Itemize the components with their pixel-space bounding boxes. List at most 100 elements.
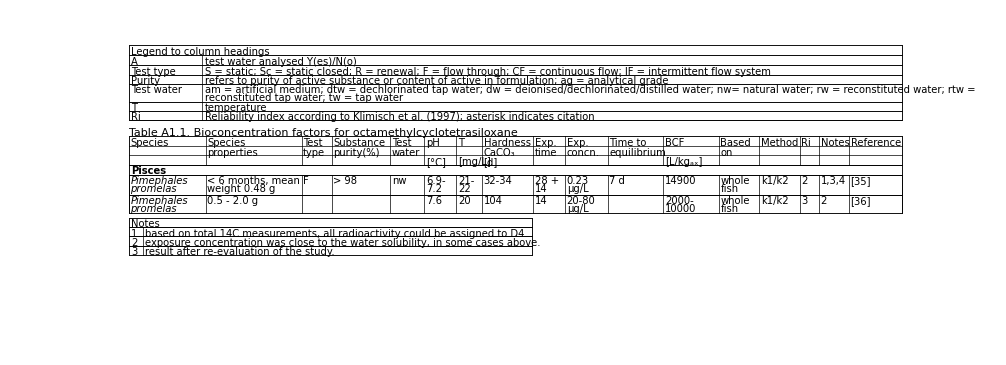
- Text: reconstituted tap water; tw = tap water: reconstituted tap water; tw = tap water: [205, 93, 403, 103]
- Text: promelas: promelas: [131, 184, 177, 193]
- Text: weight 0.48 g: weight 0.48 g: [207, 184, 276, 193]
- Bar: [129, 45, 902, 55]
- Text: Pisces: Pisces: [131, 166, 166, 176]
- Text: 7.6: 7.6: [426, 196, 442, 206]
- Text: 2: 2: [821, 196, 827, 206]
- Bar: [129, 55, 902, 65]
- Text: 7.2: 7.2: [426, 184, 442, 193]
- Text: nw: nw: [391, 176, 406, 186]
- Text: 10000: 10000: [665, 204, 696, 214]
- Text: k1/k2: k1/k2: [761, 196, 789, 206]
- Text: T: T: [131, 103, 137, 113]
- Bar: [129, 84, 902, 101]
- Text: 20-80: 20-80: [566, 196, 596, 206]
- Text: am = artificial medium; dtw = dechlorinated tap water; dw = deionised/dechlorina: am = artificial medium; dtw = dechlorina…: [205, 85, 975, 95]
- Text: test water analysed Y(es)/N(o): test water analysed Y(es)/N(o): [205, 57, 356, 67]
- Text: Species: Species: [131, 138, 169, 148]
- Text: Pimephales: Pimephales: [131, 196, 188, 206]
- Text: [L/kgₐₓ]: [L/kgₐₓ]: [665, 157, 702, 167]
- Bar: [129, 227, 532, 236]
- Text: 1: 1: [131, 228, 138, 239]
- Text: Time to: Time to: [610, 138, 647, 148]
- Text: pH: pH: [426, 138, 440, 148]
- Text: [mg/L]: [mg/L]: [458, 157, 491, 167]
- Bar: [129, 175, 902, 195]
- Text: 2: 2: [802, 176, 808, 186]
- Text: Notes: Notes: [821, 138, 849, 148]
- Text: 14: 14: [535, 196, 547, 206]
- Text: whole: whole: [720, 196, 749, 206]
- Text: [°C]: [°C]: [426, 157, 446, 167]
- Text: Table A1.1. Bioconcentration factors for octamethylcyclotetrasiloxane: Table A1.1. Bioconcentration factors for…: [129, 128, 518, 138]
- Text: Purity: Purity: [131, 76, 160, 86]
- Text: 0.23: 0.23: [566, 176, 589, 186]
- Text: Based: Based: [720, 138, 751, 148]
- Text: time: time: [535, 148, 557, 158]
- Text: 28 +: 28 +: [535, 176, 559, 186]
- Text: purity(%): purity(%): [333, 148, 379, 158]
- Text: 6.9-: 6.9-: [426, 176, 446, 186]
- Text: equilibrium: equilibrium: [610, 148, 666, 158]
- Text: promelas: promelas: [131, 204, 177, 214]
- Text: > 98: > 98: [333, 176, 357, 186]
- Text: Test: Test: [303, 138, 323, 148]
- Text: BCF: BCF: [665, 138, 684, 148]
- Text: Substance: Substance: [333, 138, 385, 148]
- Text: Notes: Notes: [131, 219, 160, 229]
- Text: whole: whole: [720, 176, 749, 186]
- Text: k1/k2: k1/k2: [761, 176, 789, 186]
- Text: < 6 months, mean: < 6 months, mean: [207, 176, 300, 186]
- Text: water: water: [391, 148, 421, 158]
- Text: 1,3,4: 1,3,4: [821, 176, 846, 186]
- Text: [35]: [35]: [850, 176, 871, 186]
- Text: 3: 3: [131, 247, 138, 257]
- Text: 0.5 - 2.0 g: 0.5 - 2.0 g: [207, 196, 259, 206]
- Text: [d]: [d]: [484, 157, 498, 167]
- Text: properties: properties: [207, 148, 258, 158]
- Text: [36]: [36]: [850, 196, 871, 206]
- Text: 7 d: 7 d: [610, 176, 626, 186]
- Text: T: T: [458, 138, 464, 148]
- Text: result after re-evaluation of the study.: result after re-evaluation of the study.: [145, 247, 335, 257]
- Text: 104: 104: [484, 196, 502, 206]
- Bar: [129, 218, 532, 227]
- Bar: [129, 165, 902, 175]
- Text: 2: 2: [131, 238, 138, 248]
- Text: 20: 20: [458, 196, 471, 206]
- Text: Hardness: Hardness: [484, 138, 530, 148]
- Bar: [129, 65, 902, 74]
- Text: temperature: temperature: [205, 103, 268, 113]
- Text: μg/L: μg/L: [566, 184, 589, 193]
- Text: 32-34: 32-34: [484, 176, 512, 186]
- Text: Test: Test: [391, 138, 411, 148]
- Bar: [129, 101, 902, 111]
- Text: concn.: concn.: [566, 148, 600, 158]
- Text: based on total 14C measurements, all radioactivity could be assigned to D4: based on total 14C measurements, all rad…: [145, 228, 524, 239]
- Text: refers to purity of active substance or content of active in formulation; ag = a: refers to purity of active substance or …: [205, 76, 668, 86]
- Text: A: A: [131, 57, 138, 67]
- Text: F: F: [303, 176, 309, 186]
- Text: Reference: Reference: [850, 138, 900, 148]
- Text: Pimephales: Pimephales: [131, 176, 188, 186]
- Text: Reliability index according to Klimisch et al. (1997); asterisk indicates citati: Reliability index according to Klimisch …: [205, 112, 595, 122]
- Text: Exp.: Exp.: [566, 138, 589, 148]
- Text: exposure concentration was close to the water solubility, in some cases above.: exposure concentration was close to the …: [145, 238, 540, 248]
- Text: 21-: 21-: [458, 176, 474, 186]
- Text: 14900: 14900: [665, 176, 696, 186]
- Bar: [129, 236, 532, 246]
- Text: CaCO₃: CaCO₃: [484, 148, 515, 158]
- Bar: [129, 74, 902, 84]
- Text: 3: 3: [802, 196, 808, 206]
- Text: Test water: Test water: [131, 85, 182, 95]
- Text: 22: 22: [458, 184, 471, 193]
- Text: Method: Method: [761, 138, 799, 148]
- Text: type: type: [303, 148, 325, 158]
- Bar: [129, 195, 902, 213]
- Bar: [129, 111, 902, 120]
- Text: Species: Species: [207, 138, 245, 148]
- Text: on: on: [720, 148, 732, 158]
- Text: Ri: Ri: [802, 138, 811, 148]
- Bar: [129, 136, 902, 165]
- Text: μg/L: μg/L: [566, 204, 589, 214]
- Bar: [129, 246, 532, 255]
